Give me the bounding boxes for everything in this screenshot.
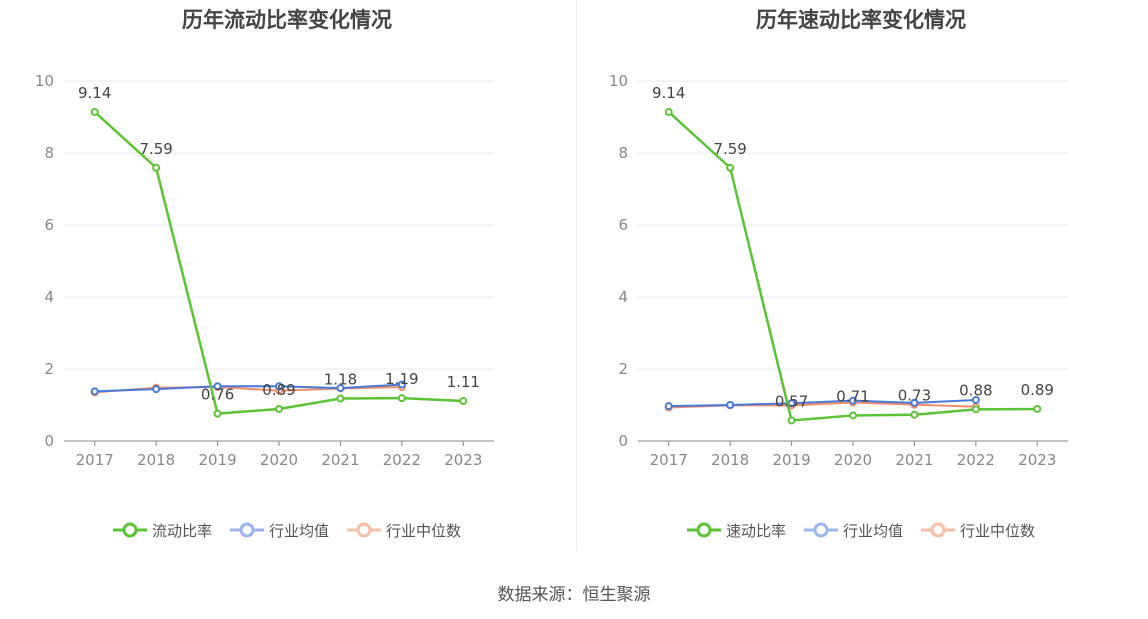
data-point-company bbox=[459, 397, 468, 406]
panel-divider bbox=[576, 0, 577, 550]
x-tick-label: 2020 bbox=[834, 451, 872, 469]
x-tick-label: 2022 bbox=[957, 451, 995, 469]
x-tick-label: 2023 bbox=[1018, 451, 1056, 469]
data-label: 1.19 bbox=[385, 370, 418, 388]
data-point-company bbox=[336, 394, 345, 403]
legend-item-industry-median[interactable]: 行业中位数 bbox=[347, 520, 461, 541]
x-tick-label: 2019 bbox=[772, 451, 810, 469]
legend-item-industry-average[interactable]: 行业均值 bbox=[803, 520, 903, 541]
data-label: 7.59 bbox=[139, 140, 172, 158]
y-tick-label: 6 bbox=[618, 216, 628, 234]
data-label: 0.88 bbox=[959, 381, 992, 399]
legend-marker-median-icon bbox=[347, 522, 381, 538]
data-point-industry-average bbox=[152, 385, 161, 394]
x-tick-label: 2017 bbox=[76, 451, 114, 469]
x-tick-label: 2021 bbox=[895, 451, 933, 469]
legend: 速动比率 行业均值 行业中位数 bbox=[574, 518, 1148, 542]
chart-panel-quick-ratio: 历年速动比率变化情况 0 2 4 6 8 10 2017 2018 2019 2020 2021 20… bbox=[574, 0, 1148, 560]
data-point-company bbox=[1033, 404, 1042, 413]
legend-label: 行业均值 bbox=[842, 521, 903, 540]
data-point-industry-average bbox=[910, 398, 919, 407]
data-point-company bbox=[397, 394, 406, 403]
data-point-company bbox=[910, 410, 919, 419]
data-point-company bbox=[849, 411, 857, 420]
data-point-company bbox=[152, 163, 161, 172]
data-point-company bbox=[787, 416, 796, 425]
x-tick-label: 2023 bbox=[444, 451, 482, 469]
chart-title: 历年流动比率变化情况 bbox=[182, 8, 392, 32]
data-point-industry-average bbox=[849, 396, 857, 405]
series-line-industry-average bbox=[94, 383, 402, 393]
legend-item-company[interactable]: 流动比率 bbox=[112, 520, 212, 541]
data-label: 9.14 bbox=[78, 84, 111, 102]
y-tick-label: 6 bbox=[44, 216, 54, 234]
data-label: 1.18 bbox=[324, 371, 357, 389]
x-tick-label: 2018 bbox=[137, 451, 175, 469]
x-tick-label: 2022 bbox=[383, 451, 421, 469]
x-tick-label: 2020 bbox=[260, 451, 298, 469]
y-tick-label: 0 bbox=[44, 432, 54, 450]
data-label: 9.14 bbox=[652, 84, 685, 102]
data-label: 7.59 bbox=[713, 140, 746, 158]
y-tick-label: 2 bbox=[44, 360, 54, 378]
data-point-company bbox=[213, 409, 222, 418]
x-tick-label: 2021 bbox=[321, 451, 359, 469]
data-point-company bbox=[275, 404, 283, 413]
x-tick-label: 2019 bbox=[198, 451, 236, 469]
legend-item-industry-average[interactable]: 行业均值 bbox=[229, 520, 329, 541]
data-point-company bbox=[90, 107, 99, 116]
legend-label: 行业均值 bbox=[268, 521, 329, 540]
data-label: 0.57 bbox=[775, 392, 808, 410]
series-line-industry-average bbox=[668, 398, 976, 408]
data-label: 0.89 bbox=[262, 381, 295, 399]
data-source: 数据来源：恒生聚源 bbox=[497, 585, 651, 605]
x-tick-label: 2017 bbox=[650, 451, 688, 469]
y-tick-label: 8 bbox=[618, 144, 628, 162]
legend-marker-average-icon bbox=[229, 522, 264, 538]
legend: 流动比率 行业均值 行业中位数 bbox=[0, 518, 574, 542]
data-label: 1.11 bbox=[447, 373, 480, 391]
legend-label: 行业中位数 bbox=[386, 521, 462, 540]
legend-item-industry-median[interactable]: 行业中位数 bbox=[921, 520, 1035, 541]
chart-panel-current-ratio: 历年流动比率变化情况 0 2 4 6 8 10 2017 2018 2019 2020 2021 20… bbox=[0, 0, 574, 560]
data-label: 0.89 bbox=[1021, 381, 1054, 399]
data-point-company bbox=[726, 163, 735, 172]
legend-marker-company-icon bbox=[112, 522, 147, 538]
y-tick-label: 10 bbox=[35, 72, 54, 90]
series-line-company bbox=[667, 111, 1038, 422]
y-tick-label: 8 bbox=[44, 144, 54, 162]
data-point-industry-average bbox=[213, 382, 222, 391]
data-label: 0.76 bbox=[201, 386, 234, 404]
legend-marker-average-icon bbox=[803, 522, 838, 538]
data-point-industry-average bbox=[336, 384, 345, 393]
legend-marker-median-icon bbox=[921, 522, 955, 538]
data-point-industry-average bbox=[971, 395, 980, 404]
y-tick-label: 2 bbox=[618, 360, 628, 378]
chart-title: 历年速动比率变化情况 bbox=[756, 8, 966, 32]
data-point-industry-average bbox=[90, 387, 99, 396]
y-tick-label: 4 bbox=[618, 288, 628, 306]
y-tick-label: 0 bbox=[618, 432, 628, 450]
x-tick-label: 2018 bbox=[711, 451, 749, 469]
legend-label: 行业中位数 bbox=[960, 521, 1036, 540]
legend-label: 流动比率 bbox=[151, 521, 212, 540]
data-point-company bbox=[971, 405, 980, 414]
y-tick-label: 10 bbox=[609, 72, 628, 90]
legend-marker-company-icon bbox=[686, 522, 721, 538]
legend-item-company[interactable]: 速动比率 bbox=[686, 520, 786, 541]
y-tick-label: 4 bbox=[44, 288, 54, 306]
data-point-industry-average bbox=[664, 402, 673, 411]
data-point-company bbox=[664, 107, 673, 116]
data-label: 0.71 bbox=[836, 387, 869, 405]
data-point-industry-average bbox=[726, 401, 735, 409]
data-label: 0.73 bbox=[898, 387, 931, 405]
line-chart-current-ratio: 0 2 4 6 8 10 2017 2018 2019 2020 2021 2022 2023 9.14 7… bbox=[35, 72, 494, 469]
data-point-industry-average bbox=[397, 380, 406, 389]
legend-label: 速动比率 bbox=[725, 521, 786, 540]
data-point-industry-average bbox=[275, 382, 283, 391]
line-chart-quick-ratio: 0 2 4 6 8 10 2017 2018 2019 2020 2021 2022 2023 9.14 7… bbox=[609, 72, 1068, 469]
